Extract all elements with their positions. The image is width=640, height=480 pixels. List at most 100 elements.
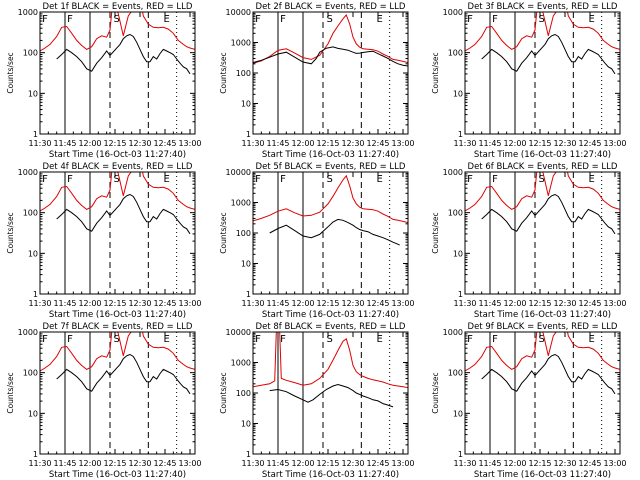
x-tick-label: 11:45: [478, 459, 501, 468]
y-tick-label: 10: [28, 409, 38, 418]
x-tick-label: 11:30: [241, 299, 264, 308]
series-line-events: [253, 46, 408, 67]
series-line-events: [56, 33, 191, 75]
x-tick-label: 12:00: [78, 459, 101, 468]
series-line-lld: [253, 332, 408, 389]
phase-marker-F: F: [492, 334, 498, 345]
x-tick-label: 12:45: [366, 299, 389, 308]
x-axis-label: Start Time (16-Oct-03 11:27:40): [262, 470, 399, 480]
series-line-lld: [40, 172, 195, 212]
x-tick-label: 12:00: [503, 139, 526, 148]
y-tick-label: 1000: [231, 199, 251, 208]
plot-frame: [464, 331, 621, 455]
detector-panel-2: Det 2f BLACK = Events, RED = LLD F F S E 1 10 1…: [219, 2, 415, 160]
y-tick-label: 1000: [231, 359, 251, 368]
x-tick-label: 12:30: [553, 299, 576, 308]
panel-title: Det 8f BLACK = Events, RED = LLD: [256, 322, 406, 332]
x-tick-label: 13:00: [178, 299, 201, 308]
x-tick-label: 12:45: [578, 139, 601, 148]
x-tick-label: 13:00: [603, 299, 626, 308]
y-axis-label: Counts/sec: [431, 52, 440, 93]
x-tick-label: 11:30: [453, 459, 476, 468]
series-group: [465, 172, 620, 235]
x-tick-label: 13:00: [391, 139, 414, 148]
phase-marker-E: E: [164, 334, 170, 345]
y-tick-label: 100: [23, 49, 38, 58]
y-tick-label: 100: [448, 49, 463, 58]
y-axis-label: Counts/sec: [219, 212, 228, 253]
detector-panel-8: Det 8f BLACK = Events, RED = LLD F F S E 1 10 1…: [219, 322, 415, 480]
x-tick-label: 12:15: [316, 139, 339, 148]
x-tick-label: 11:30: [453, 139, 476, 148]
reference-lines: [277, 12, 391, 134]
plot-frame: [252, 11, 409, 135]
y-tick-label: 10: [453, 409, 463, 418]
x-tick-label: 11:30: [241, 139, 264, 148]
series-group: [253, 332, 408, 408]
x-tick-label: 11:30: [28, 139, 51, 148]
x-tick-label: 12:00: [291, 299, 314, 308]
y-tick-label: 100: [236, 229, 251, 238]
plot-frame: [252, 171, 409, 295]
y-tick-label: 10: [28, 89, 38, 98]
phase-marker-F: F: [280, 334, 286, 345]
plot-frame: [39, 11, 196, 135]
y-tick-label: 1: [33, 130, 38, 139]
reference-lines: [64, 172, 178, 294]
phase-marker-E: E: [589, 174, 595, 185]
x-tick-label: 11:30: [28, 459, 51, 468]
series-line-lld: [465, 332, 620, 372]
phase-marker-F: F: [255, 174, 261, 185]
x-axis-label: Start Time (16-Oct-03 11:27:40): [49, 470, 186, 480]
phase-marker-F: F: [280, 14, 286, 25]
phase-marker-F: F: [467, 14, 473, 25]
x-tick-label: 11:45: [53, 139, 76, 148]
y-tick-label: 100: [448, 209, 463, 218]
x-axis-label: Start Time (16-Oct-03 11:27:40): [49, 310, 186, 320]
y-tick-label: 1000: [443, 168, 463, 177]
series-group: [253, 174, 408, 246]
series-line-events: [56, 353, 191, 395]
x-tick-label: 12:30: [341, 459, 364, 468]
detector-panel-1: Det 1f BLACK = Events, RED = LLD F F S E 1 10 1…: [6, 2, 202, 160]
x-tick-label: 11:45: [266, 139, 289, 148]
phase-marker-F: F: [492, 14, 498, 25]
phase-marker-F: F: [280, 174, 286, 185]
phase-marker-F: F: [67, 334, 73, 345]
y-tick-label: 10: [241, 100, 251, 109]
x-tick-label: 11:45: [53, 299, 76, 308]
y-tick-label: 100: [23, 369, 38, 378]
reference-lines: [489, 332, 603, 454]
x-tick-label: 12:00: [503, 459, 526, 468]
phase-marker-F: F: [255, 334, 261, 345]
panel-title: Det 9f BLACK = Events, RED = LLD: [468, 322, 618, 332]
series-group: [465, 332, 620, 395]
panel-title: Det 4f BLACK = Events, RED = LLD: [43, 162, 193, 172]
x-tick-label: 12:15: [528, 299, 551, 308]
series-group: [253, 14, 408, 67]
series-line-lld: [253, 14, 408, 64]
y-tick-label: 10: [241, 420, 251, 429]
x-tick-label: 11:45: [266, 299, 289, 308]
x-tick-label: 12:45: [153, 299, 176, 308]
phase-marker-E: E: [377, 174, 383, 185]
y-tick-label: 1: [458, 130, 463, 139]
series-line-events: [269, 383, 394, 408]
series-line-events: [481, 33, 616, 75]
y-tick-label: 100: [236, 389, 251, 398]
x-tick-label: 12:30: [128, 299, 151, 308]
y-tick-label: 10: [241, 260, 251, 269]
x-tick-label: 12:15: [528, 459, 551, 468]
y-tick-label: 1000: [18, 328, 38, 337]
x-tick-label: 13:00: [178, 459, 201, 468]
y-axis-label: Counts/sec: [219, 52, 228, 93]
x-tick-label: 11:45: [478, 299, 501, 308]
y-tick-label: 1: [458, 450, 463, 459]
phase-marker-S: S: [538, 14, 544, 25]
y-axis-label: Counts/sec: [6, 372, 15, 413]
x-tick-label: 12:00: [291, 459, 314, 468]
phase-marker-S: S: [113, 14, 119, 25]
phase-marker-F: F: [467, 174, 473, 185]
x-tick-label: 11:45: [53, 459, 76, 468]
x-tick-label: 11:45: [266, 459, 289, 468]
